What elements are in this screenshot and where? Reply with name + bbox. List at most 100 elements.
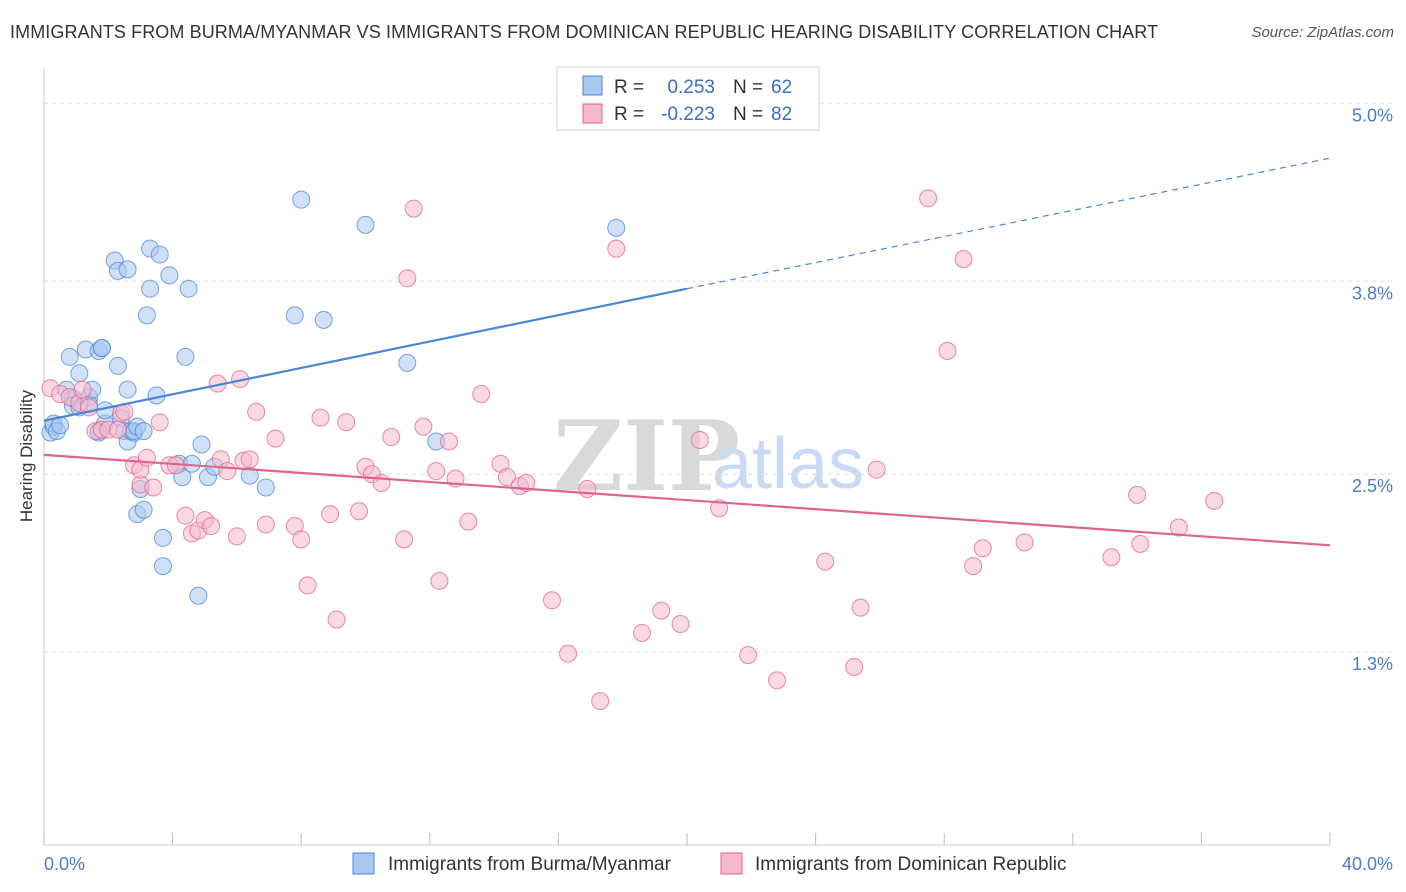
data-point xyxy=(395,530,414,549)
bottom-legend-swatch-blue xyxy=(352,852,375,875)
trend-line xyxy=(43,453,1331,547)
data-point xyxy=(134,500,153,519)
series-dominican-points xyxy=(41,189,1224,711)
legend-swatch-blue xyxy=(582,75,603,96)
legend-n-label-2: N = xyxy=(733,104,763,125)
data-point xyxy=(60,347,79,366)
legend-swatch-pink xyxy=(582,103,603,124)
legend-r-value-2: -0.223 xyxy=(661,104,715,125)
data-point xyxy=(137,448,156,467)
y-axis-label: Hearing Disability xyxy=(17,389,36,522)
data-point xyxy=(632,623,651,642)
correlation-legend: R = 0.253 N = 62 R = -0.223 N = 82 xyxy=(556,66,820,131)
data-point xyxy=(768,671,787,690)
source-label: Source: ZipAtlas.com xyxy=(1251,24,1394,41)
data-point xyxy=(427,462,446,481)
data-point xyxy=(1102,548,1121,567)
data-point xyxy=(430,571,449,590)
legend-r-label-2: R = xyxy=(614,104,644,125)
data-point xyxy=(256,515,275,534)
data-point xyxy=(150,245,169,264)
data-point xyxy=(497,468,516,487)
data-point xyxy=(919,189,938,208)
trend-line xyxy=(43,287,688,422)
data-point xyxy=(356,215,375,234)
data-point xyxy=(240,450,259,469)
data-point xyxy=(314,310,333,329)
data-point xyxy=(153,557,172,576)
data-point xyxy=(867,460,886,479)
data-point xyxy=(108,356,127,375)
data-point xyxy=(153,528,172,547)
data-point xyxy=(141,279,160,298)
data-point xyxy=(517,474,536,493)
data-point xyxy=(559,644,578,663)
data-point xyxy=(938,341,957,360)
data-point xyxy=(176,347,195,366)
data-point xyxy=(266,429,285,448)
data-point xyxy=(176,506,195,525)
data-point xyxy=(1131,534,1150,553)
data-point xyxy=(591,692,610,711)
data-point xyxy=(542,591,561,610)
x-tick-label-min: 0.0% xyxy=(44,854,85,874)
data-point xyxy=(256,478,275,497)
data-point xyxy=(73,380,92,399)
legend-r-value-1: 0.253 xyxy=(667,77,715,98)
data-point xyxy=(1169,518,1188,537)
data-point xyxy=(398,353,417,372)
data-point xyxy=(292,530,311,549)
data-point xyxy=(292,190,311,209)
data-point xyxy=(440,432,459,451)
y-tick-label: 2.5% xyxy=(1352,476,1393,496)
data-point xyxy=(108,420,127,439)
data-point xyxy=(144,478,163,497)
data-point xyxy=(954,250,973,269)
y-tick-labels: 1.3% 2.5% 3.8% 5.0% xyxy=(1352,105,1393,674)
watermark-atlas: atlas xyxy=(712,424,864,504)
data-point xyxy=(70,364,89,383)
data-point xyxy=(327,610,346,629)
data-point xyxy=(652,601,671,620)
data-point xyxy=(311,408,330,427)
data-point xyxy=(247,402,266,421)
data-point xyxy=(150,413,169,432)
data-point xyxy=(298,576,317,595)
data-point xyxy=(578,479,597,498)
data-point xyxy=(118,380,137,399)
data-point xyxy=(398,269,417,288)
data-point xyxy=(382,428,401,447)
data-point xyxy=(160,266,179,285)
legend-n-value-1: 62 xyxy=(771,77,792,98)
data-point xyxy=(845,657,864,676)
data-point xyxy=(1128,485,1147,504)
trend-line-extrapolated xyxy=(686,157,1331,290)
data-point xyxy=(459,512,478,531)
legend-r-label-1: R = xyxy=(614,77,644,98)
data-point xyxy=(973,539,992,558)
data-point xyxy=(690,431,709,450)
y-tick-label: 1.3% xyxy=(1352,654,1393,674)
bottom-legend-label-1: Immigrants from Burma/Myanmar xyxy=(388,854,672,875)
data-point xyxy=(227,527,246,546)
data-point xyxy=(337,413,356,432)
data-point xyxy=(739,646,758,665)
series-legend: Immigrants from Burma/Myanmar Immigrants… xyxy=(352,852,1067,875)
legend-n-value-2: 82 xyxy=(771,104,792,125)
data-point xyxy=(816,552,835,571)
bottom-legend-label-2: Immigrants from Dominican Republic xyxy=(755,854,1067,875)
data-point xyxy=(607,239,626,258)
legend-n-label-1: N = xyxy=(733,77,763,98)
data-point xyxy=(137,306,156,325)
data-point xyxy=(321,505,340,524)
data-point xyxy=(202,517,221,536)
data-point xyxy=(964,557,983,576)
data-point xyxy=(134,422,153,441)
data-point xyxy=(189,586,208,605)
data-point xyxy=(472,385,491,404)
data-point xyxy=(118,260,137,279)
trend-lines xyxy=(43,157,1331,547)
data-point xyxy=(414,417,433,436)
data-point xyxy=(285,306,304,325)
